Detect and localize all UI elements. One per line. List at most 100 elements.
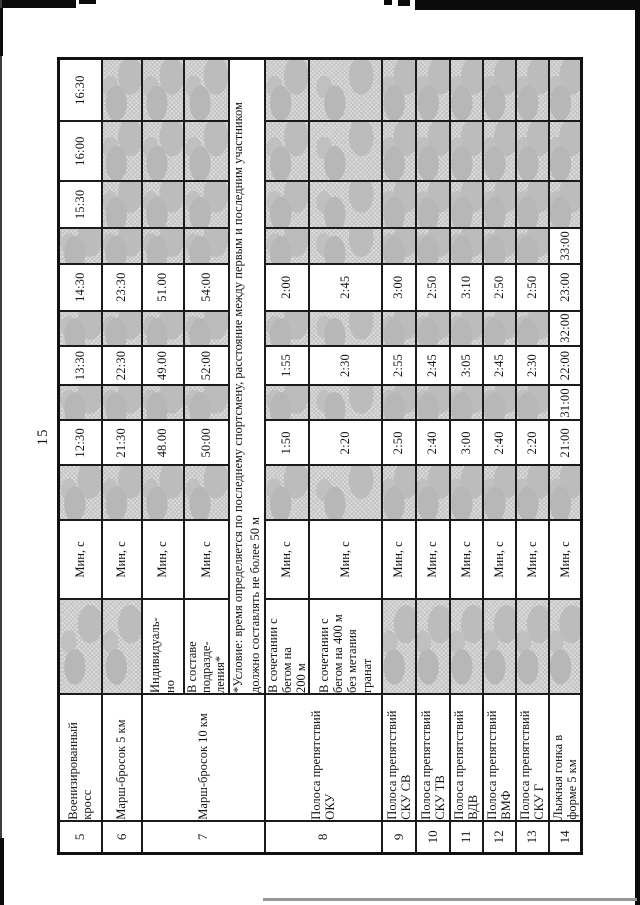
shaded-cell bbox=[58, 310, 102, 346]
shaded-cell bbox=[381, 121, 416, 181]
table-row: 6 Марш-бросок 5 км Мин, с 21:30 22:30 23:30 bbox=[101, 58, 142, 854]
shaded-cell bbox=[183, 385, 229, 421]
row-number-cell: 7 bbox=[141, 820, 265, 854]
row-number-cell: 8 bbox=[264, 820, 382, 854]
scan-artifact-left-bottom-bar bbox=[0, 838, 4, 905]
unit-cell: Мин, с bbox=[101, 519, 142, 600]
norm-value-cell: 2:00 bbox=[264, 263, 309, 311]
row-number-cell: 11 bbox=[449, 820, 483, 854]
shaded-cell bbox=[548, 58, 582, 122]
norm-value-cell: 2:20 bbox=[308, 420, 382, 466]
shaded-cell bbox=[141, 180, 184, 228]
shaded-cell bbox=[183, 180, 229, 228]
shaded-cell bbox=[515, 385, 549, 421]
shaded-cell bbox=[548, 599, 582, 694]
event-name-cell: Марш-бросок 5 км bbox=[101, 693, 142, 821]
shaded-cell bbox=[183, 58, 229, 122]
shaded-cell bbox=[482, 310, 516, 346]
norm-value-cell: 16:00 bbox=[58, 121, 102, 181]
unit-cell: Мин, с bbox=[264, 519, 309, 600]
norm-value-cell: 16:30 bbox=[58, 58, 102, 122]
norm-value-cell: 52:00 bbox=[183, 345, 229, 386]
shaded-cell bbox=[415, 180, 450, 228]
table-row: 7 Марш-бросок 10 км Индивидуаль- но Мин, с 4… bbox=[141, 58, 265, 854]
scan-artifact-left-top-tick bbox=[0, 8, 3, 56]
unit-cell: Мин, с bbox=[183, 519, 229, 600]
shaded-cell bbox=[101, 310, 142, 346]
shaded-cell bbox=[482, 599, 516, 694]
shaded-cell bbox=[101, 227, 142, 264]
shaded-cell bbox=[381, 180, 416, 228]
event-name-cell: Полоса препятствий ОКУ bbox=[264, 693, 382, 821]
norm-value-cell: 14:30 bbox=[58, 263, 102, 311]
shaded-cell bbox=[482, 58, 516, 122]
norm-value-cell: 48.00 bbox=[141, 420, 184, 466]
shaded-cell bbox=[308, 465, 382, 520]
shaded-cell bbox=[141, 385, 184, 421]
scan-artifact-top-right-bar bbox=[415, 0, 640, 10]
table-row: 10 Полоса препятствий СКУ ТВ Мин, с 2:40 2:4… bbox=[415, 58, 450, 854]
shaded-cell bbox=[515, 310, 549, 346]
shaded-cell bbox=[449, 121, 483, 181]
table-row: 14 Лыжная гонка в форме 5 км Мин, с 21:00 31… bbox=[548, 58, 582, 854]
shaded-cell bbox=[58, 599, 102, 694]
shaded-cell bbox=[548, 465, 582, 520]
shaded-cell bbox=[183, 121, 229, 181]
shaded-cell bbox=[548, 180, 582, 228]
norm-value-cell: 32:00 bbox=[548, 310, 582, 346]
unit-cell: Мин, с bbox=[381, 519, 416, 600]
norm-value-cell: 2:55 bbox=[381, 345, 416, 386]
shaded-cell bbox=[482, 385, 516, 421]
shaded-cell bbox=[183, 465, 229, 520]
shaded-cell bbox=[58, 385, 102, 421]
scan-artifact-bottom-line bbox=[263, 898, 637, 901]
norm-value-cell: 50:00 bbox=[183, 420, 229, 466]
shaded-cell bbox=[264, 310, 309, 346]
shaded-cell bbox=[101, 465, 142, 520]
shaded-cell bbox=[264, 121, 309, 181]
unit-cell: Мин, с bbox=[515, 519, 549, 600]
unit-cell: Мин, с bbox=[58, 519, 102, 600]
norm-value-cell: 33:00 bbox=[548, 227, 582, 264]
shaded-cell bbox=[381, 465, 416, 520]
shaded-cell bbox=[515, 121, 549, 181]
event-name-cell: Полоса препятствий СКУ Г bbox=[515, 693, 549, 821]
shaded-cell bbox=[264, 180, 309, 228]
norm-value-cell: 2:40 bbox=[482, 420, 516, 466]
norm-value-cell: 3:00 bbox=[449, 420, 483, 466]
shaded-cell bbox=[449, 58, 483, 122]
unit-cell: Мин, с bbox=[141, 519, 184, 600]
footnote-cell: *Условие: время определяется по последне… bbox=[228, 58, 265, 694]
scan-artifact-top-tick-1 bbox=[79, 0, 96, 4]
norm-value-cell: 13:30 bbox=[58, 345, 102, 386]
norm-value-cell: 1:50 bbox=[264, 420, 309, 466]
shaded-cell bbox=[381, 599, 416, 694]
norm-value-cell: 2:50 bbox=[482, 263, 516, 311]
norm-value-cell: 49.00 bbox=[141, 345, 184, 386]
sub-condition-cell: В составе подразде- ления* bbox=[183, 599, 229, 694]
shaded-cell bbox=[515, 227, 549, 264]
shaded-cell bbox=[415, 310, 450, 346]
norm-value-cell: 54:00 bbox=[183, 263, 229, 311]
norm-value-cell: 2:50 bbox=[515, 263, 549, 311]
shaded-cell bbox=[548, 121, 582, 181]
event-name-cell: Марш-бросок 10 км bbox=[141, 693, 265, 821]
shaded-cell bbox=[415, 227, 450, 264]
shaded-cell bbox=[381, 310, 416, 346]
shaded-cell bbox=[415, 121, 450, 181]
norm-value-cell: 3:00 bbox=[381, 263, 416, 311]
shaded-cell bbox=[183, 227, 229, 264]
norm-value-cell: 2:40 bbox=[415, 420, 450, 466]
norm-value-cell: 22:00 bbox=[548, 345, 582, 386]
shaded-cell bbox=[482, 227, 516, 264]
event-name-cell: Полоса препятствий СКУ ТВ bbox=[415, 693, 450, 821]
shaded-cell bbox=[381, 227, 416, 264]
norm-value-cell: 2:30 bbox=[515, 345, 549, 386]
shaded-cell bbox=[415, 385, 450, 421]
shaded-cell bbox=[264, 58, 309, 122]
event-name-cell: Полоса препятствий ВДВ bbox=[449, 693, 483, 821]
shaded-cell bbox=[101, 599, 142, 694]
shaded-cell bbox=[381, 385, 416, 421]
shaded-cell bbox=[101, 385, 142, 421]
